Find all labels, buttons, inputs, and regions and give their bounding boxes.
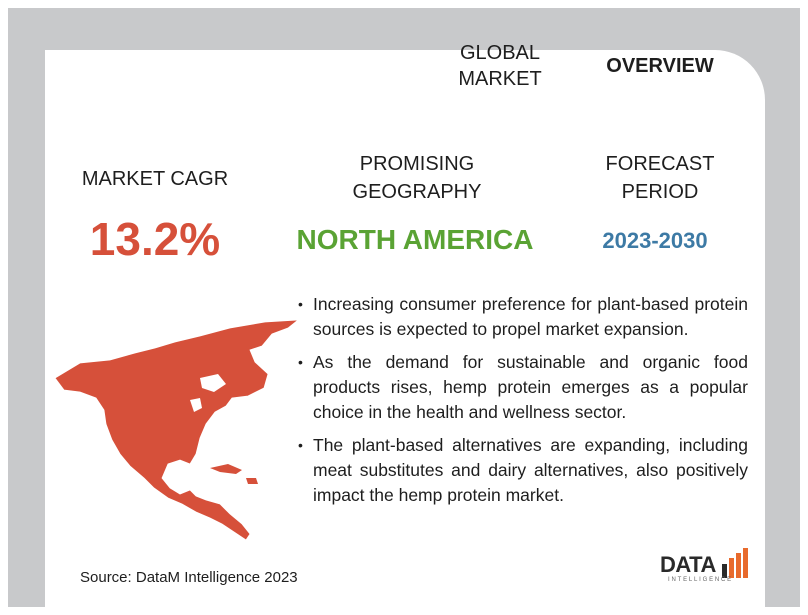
list-item: As the demand for sustainable and organi… xyxy=(296,350,748,425)
forecast-period-value: 2023-2030 xyxy=(602,228,708,253)
datam-logo: DATA INTELLIGENCE xyxy=(660,548,760,588)
forecast-period-label: FORECAST PERIOD xyxy=(605,153,715,203)
tab-global-market[interactable]: GLOBAL MARKET xyxy=(458,42,542,90)
key-points-list: Increasing consumer preference for plant… xyxy=(296,292,748,516)
logo-text: DATA xyxy=(660,552,716,577)
source-note: Source: DataM Intelligence 2023 xyxy=(80,569,298,586)
logo-subtext: INTELLIGENCE xyxy=(668,577,733,583)
tab-overview[interactable]: OVERVIEW xyxy=(606,55,714,77)
promising-geography-label: PROMISING GEOGRAPHY xyxy=(352,153,482,203)
promising-geography-value: NORTH AMERICA xyxy=(296,224,534,255)
bar-chart-logo-icon xyxy=(722,548,748,578)
market-cagr-label: MARKET CAGR xyxy=(81,168,229,190)
list-item: Increasing consumer preference for plant… xyxy=(296,292,748,342)
list-item: The plant-based alternatives are expandi… xyxy=(296,433,748,508)
north-america-map-icon xyxy=(54,319,300,541)
market-cagr-value: 13.2% xyxy=(89,213,221,265)
